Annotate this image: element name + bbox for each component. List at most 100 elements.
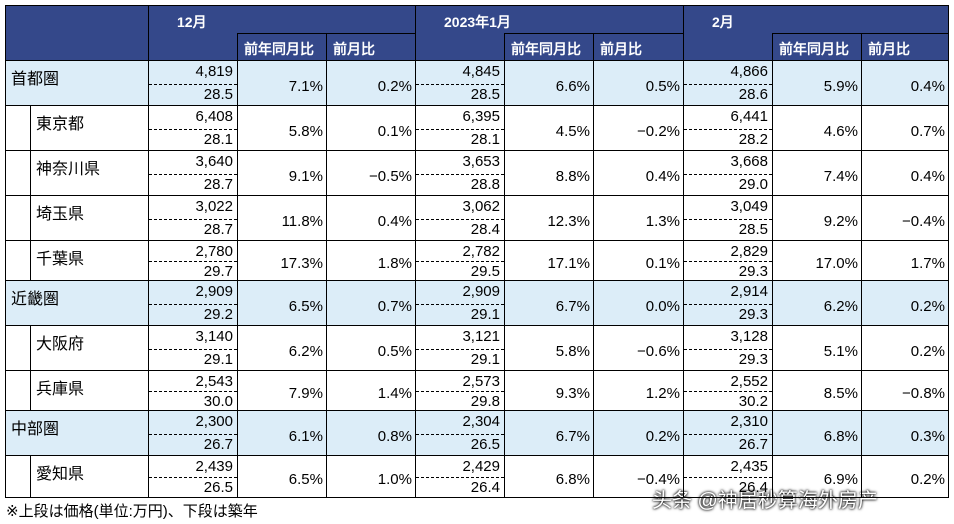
rate: 0.2% bbox=[910, 342, 945, 360]
price-cell: 3,668 29.0 bbox=[683, 150, 773, 196]
rate: 6.7% bbox=[555, 427, 590, 445]
rate-cell: 5.1% bbox=[772, 325, 862, 371]
rate-cell: 0.2% bbox=[861, 455, 949, 498]
rate-cell: 0.4% bbox=[861, 150, 949, 196]
price: 6,441 bbox=[730, 108, 768, 125]
price-cell: 4,866 28.6 bbox=[683, 60, 773, 106]
row-label-cell: 中部圏 bbox=[5, 410, 149, 456]
divider bbox=[684, 303, 772, 305]
building-age: 29.1 bbox=[470, 305, 500, 323]
rate-cell: 0.2% bbox=[861, 325, 949, 371]
row-label: 首都圏 bbox=[11, 71, 60, 88]
rate-cell: 7.9% bbox=[237, 370, 327, 411]
rate: 0.5% bbox=[377, 342, 412, 360]
rate-cell: 1.2% bbox=[593, 370, 684, 411]
rate: 9.3% bbox=[555, 385, 590, 402]
divider bbox=[149, 261, 237, 262]
price-cell: 3,128 29.3 bbox=[683, 325, 773, 371]
rate: 0.2% bbox=[645, 427, 680, 445]
building-age: 26.7 bbox=[738, 435, 768, 453]
price: 2,435 bbox=[730, 458, 768, 475]
rate: −0.8% bbox=[902, 385, 945, 402]
divider bbox=[149, 83, 237, 85]
price-cell: 2,435 26.4 bbox=[683, 455, 773, 498]
rate-cell: 4.5% bbox=[504, 105, 594, 151]
price-cell: 2,782 29.5 bbox=[415, 240, 505, 281]
rate-cell: 1.7% bbox=[861, 240, 949, 281]
row-label: 近畿圏 bbox=[11, 291, 60, 308]
price-cell: 3,640 28.7 bbox=[148, 150, 238, 196]
rate: 0.4% bbox=[910, 77, 945, 95]
rate-cell: 8.5% bbox=[772, 370, 862, 411]
price-cell: 2,909 29.2 bbox=[148, 280, 238, 326]
building-age: 29.0 bbox=[738, 175, 768, 193]
rate-cell: 9.1% bbox=[237, 150, 327, 196]
rate-cell: −0.8% bbox=[861, 370, 949, 411]
rate-cell: −0.5% bbox=[326, 150, 416, 196]
price-cell: 2,543 30.0 bbox=[148, 370, 238, 411]
row-label-cell: 大阪府 bbox=[30, 325, 149, 371]
price-cell: 2,439 26.5 bbox=[148, 455, 238, 498]
footnote: ※上段は価格(単位:万円)、下段は築年 bbox=[6, 503, 258, 520]
rate: 6.8% bbox=[555, 471, 590, 488]
rate: −0.2% bbox=[637, 122, 680, 140]
rate: 6.5% bbox=[288, 297, 323, 315]
rate: −0.4% bbox=[902, 212, 945, 230]
price-cell: 2,300 26.7 bbox=[148, 410, 238, 456]
rate: 5.9% bbox=[823, 77, 858, 95]
rate-cell: 8.8% bbox=[504, 150, 594, 196]
row-label-cell: 兵庫県 bbox=[30, 370, 149, 411]
rate: 0.0% bbox=[645, 297, 680, 315]
divider bbox=[149, 128, 237, 130]
column-label: 前月比 bbox=[868, 41, 910, 57]
row-label-cell: 近畿圏 bbox=[5, 280, 149, 326]
rate: 7.9% bbox=[288, 385, 323, 402]
price: 3,022 bbox=[195, 198, 233, 215]
rate: 6.1% bbox=[288, 427, 323, 445]
price-cell: 4,845 28.5 bbox=[415, 60, 505, 106]
price: 6,395 bbox=[462, 108, 500, 125]
rate: 5.1% bbox=[823, 342, 858, 360]
indent bbox=[5, 105, 31, 151]
divider bbox=[416, 83, 504, 85]
rate-cell: 5.8% bbox=[504, 325, 594, 371]
building-age: 29.3 bbox=[738, 263, 768, 280]
price: 3,140 bbox=[195, 328, 233, 345]
rate-cell: 0.4% bbox=[861, 60, 949, 106]
row-label: 中部圏 bbox=[11, 421, 60, 438]
rate: 6.2% bbox=[288, 342, 323, 360]
rate: 1.2% bbox=[645, 385, 680, 402]
row-label: 神奈川県 bbox=[36, 161, 101, 178]
row-label-cell: 神奈川県 bbox=[30, 150, 149, 196]
rate-cell: 0.5% bbox=[326, 325, 416, 371]
price: 3,062 bbox=[462, 198, 500, 215]
rate: 6.2% bbox=[823, 297, 858, 315]
price: 2,782 bbox=[462, 243, 500, 260]
rate-cell: 5.8% bbox=[237, 105, 327, 151]
row-label-cell: 愛知県 bbox=[30, 455, 149, 498]
price: 2,543 bbox=[195, 373, 233, 390]
divider bbox=[684, 433, 772, 435]
rate: 0.1% bbox=[377, 122, 412, 140]
rate: 17.0% bbox=[815, 255, 858, 272]
column-header: 前月比 bbox=[593, 33, 684, 61]
rate-cell: 6.6% bbox=[504, 60, 594, 106]
rate: 5.8% bbox=[288, 122, 323, 140]
row-label: 兵庫県 bbox=[36, 381, 85, 398]
row-label-cell: 首都圏 bbox=[5, 60, 149, 106]
price-cell: 2,914 29.3 bbox=[683, 280, 773, 326]
rate-cell: 6.9% bbox=[772, 455, 862, 498]
building-age: 30.0 bbox=[203, 393, 233, 410]
price: 2,909 bbox=[195, 283, 233, 300]
price-cell: 3,140 29.1 bbox=[148, 325, 238, 371]
price-cell: 2,310 26.7 bbox=[683, 410, 773, 456]
rate-cell: 7.1% bbox=[237, 60, 327, 106]
building-age: 29.1 bbox=[203, 350, 233, 368]
rate-cell: 1.8% bbox=[326, 240, 416, 281]
column-label: 前年同月比 bbox=[511, 41, 581, 57]
building-age: 28.1 bbox=[470, 130, 500, 148]
rate-cell: 7.4% bbox=[772, 150, 862, 196]
divider bbox=[684, 348, 772, 350]
building-age: 28.1 bbox=[203, 130, 233, 148]
rate-cell: −0.4% bbox=[593, 455, 684, 498]
